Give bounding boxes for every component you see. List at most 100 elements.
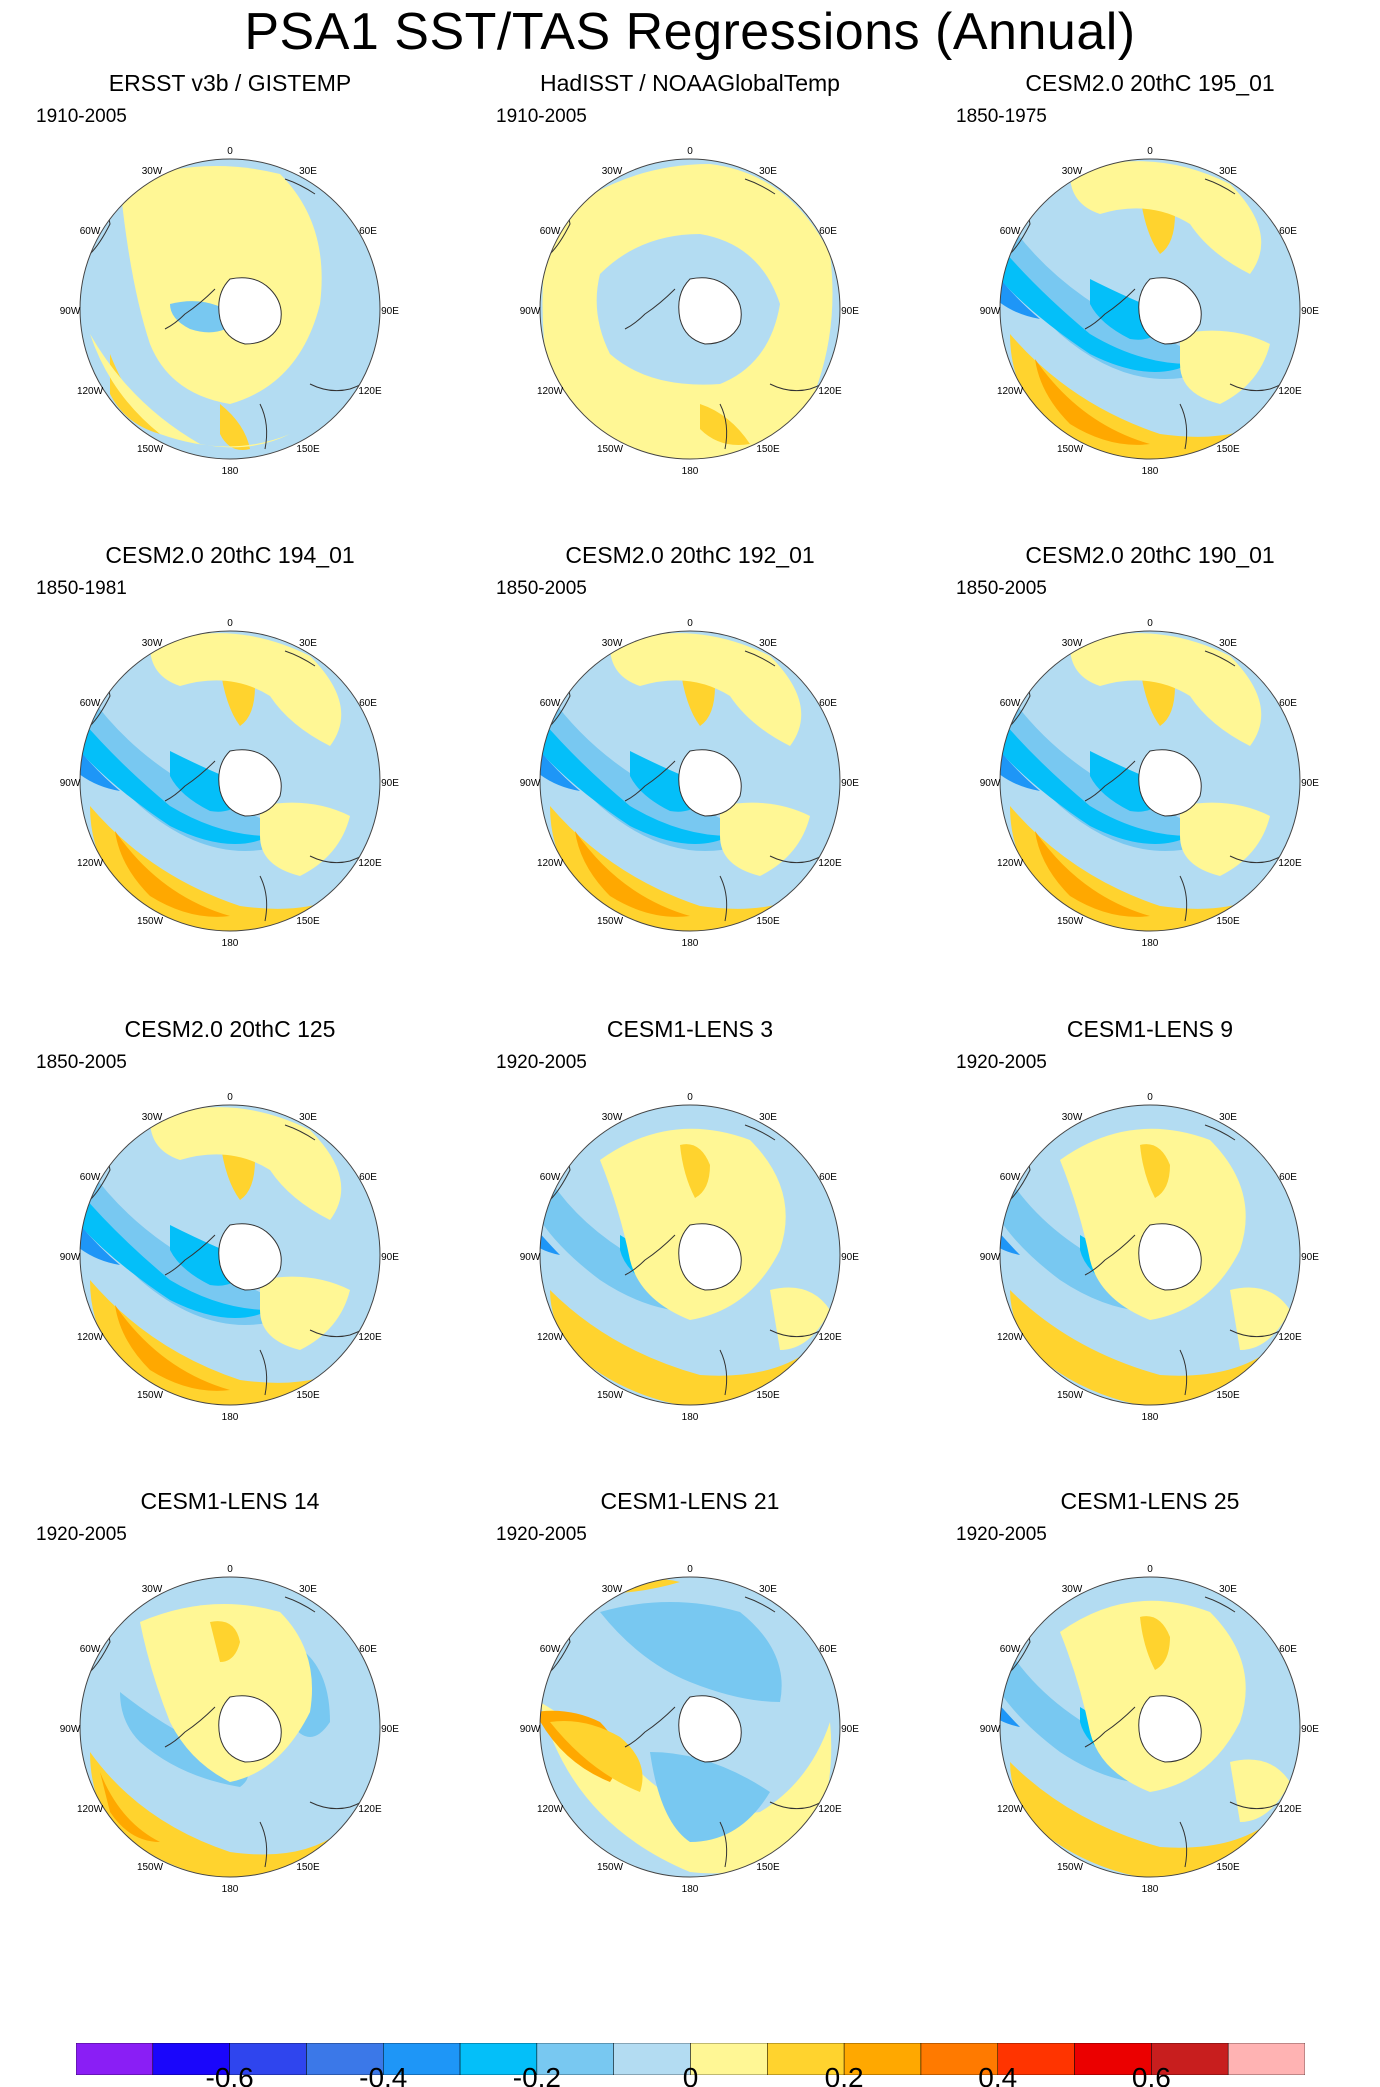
longitude-label: 150W: [597, 1390, 624, 1401]
longitude-label: 120E: [358, 1804, 382, 1815]
contour-region: [540, 726, 580, 791]
longitude-label: 180: [1142, 1412, 1159, 1423]
panel-cesm2-192: CESM2.0 20thC 192_01 1850-2005 0 30E 60E 90…: [460, 542, 920, 1014]
longitude-label: 180: [682, 466, 699, 477]
colorbar-swatch: [459, 2043, 538, 2075]
polar-map: 0 30E 60E 90E 120E 150E 180 150W 120W 90W 60W 30W: [520, 1092, 860, 1423]
longitude-label: 0: [227, 1564, 233, 1575]
contour-region: [80, 696, 282, 851]
coastline: [1179, 1821, 1188, 1868]
contour-region: [1000, 234, 1190, 372]
antarctica-landmass: [1138, 749, 1202, 817]
longitude-label: 180: [222, 466, 239, 477]
longitude-label: 90W: [980, 778, 1001, 789]
regression-field: [1000, 1105, 1300, 1405]
antarctica-landmass: [678, 749, 742, 817]
map-frame: [79, 630, 381, 932]
contour-region: [90, 1752, 340, 1877]
map-frame: [79, 1576, 381, 1878]
contour-region: [575, 831, 690, 917]
coastline: [1179, 875, 1188, 922]
panel-cesm2-194: CESM2.0 20thC 194_01 1850-1981 0 30E 60E 90…: [0, 542, 460, 1014]
longitude-label: 120W: [537, 386, 564, 397]
longitude-label: 180: [222, 1884, 239, 1895]
longitude-label: 150W: [137, 1390, 164, 1401]
panel-period: 1920-2005: [496, 1052, 587, 1073]
contour-region: [80, 726, 120, 791]
contour-region: [80, 706, 270, 844]
longitude-label: 150E: [756, 916, 780, 927]
longitude-label: 30W: [602, 1584, 623, 1595]
longitude-label: 180: [682, 1884, 699, 1895]
longitude-label: 30W: [1062, 638, 1083, 649]
longitude-label: 30E: [299, 638, 317, 649]
coastline: [744, 1124, 776, 1141]
colorbar-swatch: [843, 2043, 922, 2075]
longitude-label: 30E: [299, 1112, 317, 1123]
longitude-label: 60E: [359, 1172, 377, 1183]
longitude-label: 120E: [818, 1332, 842, 1343]
longitude-label: 120W: [997, 858, 1024, 869]
longitude-label: 0: [687, 146, 693, 157]
longitude-label: 30E: [1219, 1584, 1237, 1595]
coastline: [284, 1596, 316, 1613]
longitude-label: 120E: [818, 386, 842, 397]
longitude-label: 90E: [381, 306, 399, 317]
longitude-label: 0: [1147, 146, 1153, 157]
colorbar-swatch: [152, 2043, 230, 2075]
contour-region: [115, 1305, 230, 1391]
longitude-label: 30W: [142, 638, 163, 649]
longitude-label: 150E: [296, 916, 320, 927]
coastline: [284, 650, 316, 667]
colorbar-swatch: [1074, 2043, 1152, 2075]
longitude-label: 150W: [1057, 916, 1084, 927]
longitude-label: 90W: [60, 778, 81, 789]
panel-title: CESM2.0 20thC 192_01: [565, 542, 815, 568]
longitude-label: 120W: [997, 386, 1024, 397]
longitude-label: 0: [687, 1564, 693, 1575]
coastline: [624, 1234, 676, 1276]
contour-region: [1000, 224, 1202, 379]
map-frame: [999, 1104, 1301, 1406]
longitude-label: 90W: [980, 1252, 1001, 1263]
longitude-label: 30E: [1219, 638, 1237, 649]
longitude-label: 120W: [997, 1804, 1024, 1815]
panel-period: 1920-2005: [496, 1524, 587, 1545]
regression-field: [80, 159, 380, 459]
contour-region: [1140, 1144, 1170, 1198]
contour-region: [1180, 330, 1270, 404]
contour-region: [1010, 806, 1270, 931]
longitude-label: 0: [227, 146, 233, 157]
panel-period: 1850-2005: [956, 578, 1047, 599]
contour-region: [1180, 802, 1270, 876]
contour-region: [720, 802, 810, 876]
longitude-label: 120E: [818, 858, 842, 869]
colorbar-tick-label: 0.6: [1132, 2062, 1171, 2087]
longitude-label: 150E: [1216, 444, 1240, 455]
contour-region: [1070, 161, 1262, 274]
longitude-label: 0: [1147, 1564, 1153, 1575]
longitude-label: 180: [1142, 1884, 1159, 1895]
coastline: [1204, 1124, 1236, 1141]
panel-lens-25: CESM1-LENS 25 1920-2005 0 30E 60E 90E 120E 15…: [920, 1488, 1380, 1960]
contour-region: [260, 1276, 350, 1350]
colorbar-swatch: [613, 2043, 691, 2075]
longitude-label: 30E: [1219, 1112, 1237, 1123]
longitude-label: 90E: [381, 1252, 399, 1263]
colorbar-tick-label: -0.6: [206, 2062, 254, 2087]
longitude-label: 30W: [1062, 166, 1083, 177]
colorbar-swatch: [383, 2043, 461, 2075]
longitude-label: 30W: [602, 166, 623, 177]
panel-title: CESM1-LENS 21: [600, 1488, 780, 1514]
colorbar-tick-label: 0.4: [978, 2062, 1017, 2087]
coastline: [719, 875, 728, 922]
longitude-label: 120E: [1278, 1804, 1302, 1815]
panel-title: CESM2.0 20thC 190_01: [1025, 542, 1275, 568]
panel-period: 1850-1975: [956, 106, 1047, 127]
colorbar-swatch: [690, 2043, 768, 2075]
contour-region: [1000, 706, 1190, 844]
colorbar-swatch: [76, 2043, 154, 2075]
contour-region: [1070, 633, 1262, 746]
contour-region: [90, 1280, 350, 1405]
coastline: [1084, 288, 1136, 330]
